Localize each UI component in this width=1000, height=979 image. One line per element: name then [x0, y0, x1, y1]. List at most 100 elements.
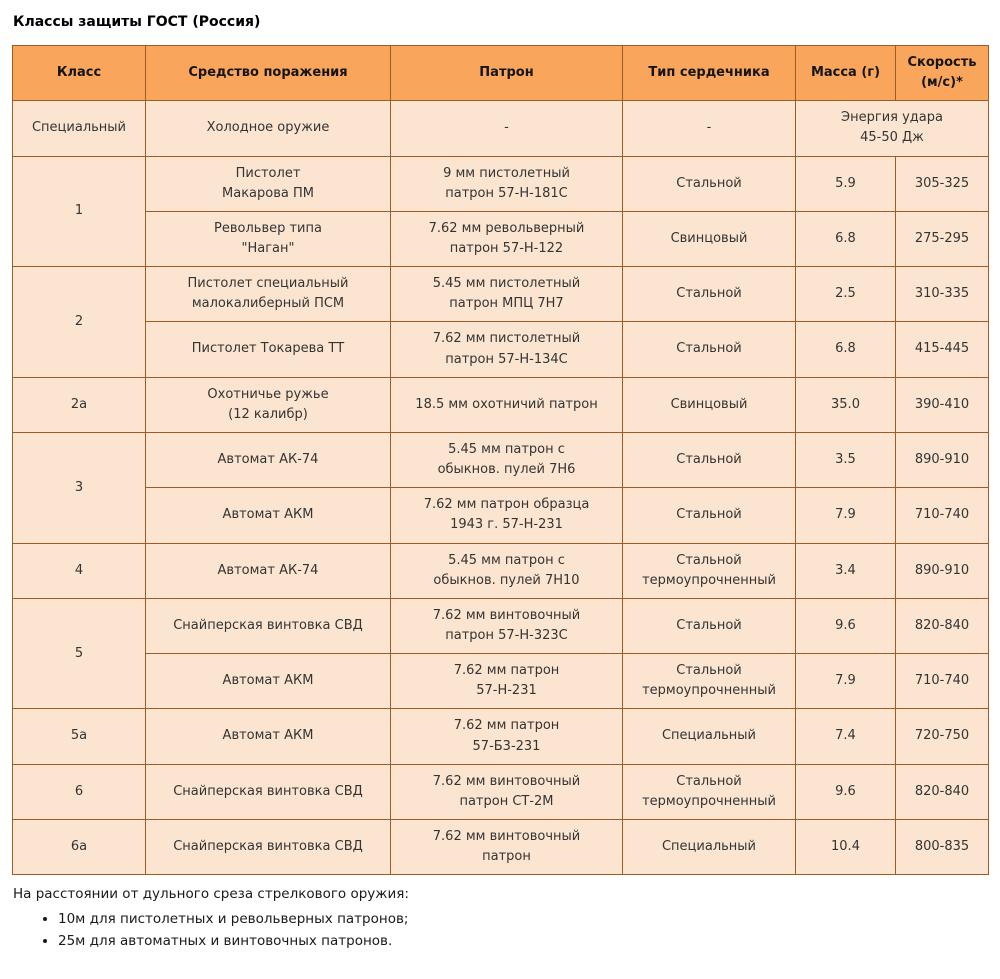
core-type-cell: Свинцовый: [622, 376, 796, 433]
speed-cell: 890-910: [895, 542, 989, 599]
table-row: Автомат АКМ 7.62 мм патрон 57-Н-231 Стальн…: [13, 653, 989, 710]
speed-cell: 275-295: [895, 210, 989, 268]
mass-cell: 35.0: [795, 376, 896, 433]
mass-cell: 9.6: [795, 763, 896, 820]
table-row: 6 Снайперская винтовка СВД 7.62 мм винтово…: [12, 763, 989, 820]
table-row: 2а Охотничье ружье (12 калибр) 18.5 мм охо…: [12, 376, 989, 433]
mass-cell: 2.5: [795, 266, 896, 323]
header-cartridge: Патрон: [390, 44, 623, 102]
weapon-cell: Пистолет специальный малокалиберный ПСМ: [145, 266, 391, 323]
speed-cell: 820-840: [895, 763, 989, 820]
cartridge-cell: 7.62 мм патрон 57-Н-231: [390, 653, 623, 710]
class-cell: 6: [12, 763, 146, 820]
cartridge-cell: 5.45 мм пистолетный патрон МПЦ 7Н7: [390, 266, 623, 323]
weapon-cell: Снайперская винтовка СВД: [145, 818, 391, 876]
mass-cell: 6.8: [795, 210, 896, 268]
energy-note-cell: Энергия удара 45-50 Дж: [795, 100, 989, 157]
mass-cell: 7.9: [795, 487, 896, 544]
header-weapon: Средство поражения: [145, 44, 391, 102]
weapon-cell: Снайперская винтовка СВД: [145, 597, 391, 655]
core-type-cell: Стальной: [622, 597, 796, 655]
weapon-cell: Снайперская винтовка СВД: [145, 763, 391, 820]
core-type-cell: Стальной термоупрочненный: [622, 542, 796, 599]
class-cell: Специальный: [12, 100, 146, 157]
header-core-type: Тип сердечника: [622, 44, 796, 102]
speed-cell: 890-910: [895, 431, 989, 489]
protection-classes-table: Класс Средство поражения Патрон Тип серд…: [12, 44, 989, 876]
weapon-cell: Автомат АК-74: [145, 431, 391, 489]
table-row: 1 Пистолет Макарова ПМ 9 мм пистолетный па…: [12, 155, 989, 268]
speed-cell: 820-840: [895, 597, 989, 655]
cartridge-cell: 7.62 мм патрон 57-Б3-231: [390, 708, 623, 765]
class-cell: 3: [12, 431, 146, 544]
cartridge-cell: 18.5 мм охотничий патрон: [390, 376, 623, 433]
speed-cell: 800-835: [895, 818, 989, 876]
mass-cell: 7.4: [795, 708, 896, 765]
class-cell: 5: [12, 597, 146, 710]
header-row: Класс Средство поражения Патрон Тип серд…: [12, 44, 989, 102]
core-type-cell: Стальной: [622, 487, 796, 544]
table-row: 5а Автомат АКМ 7.62 мм патрон 57-Б3-231 Спе…: [12, 708, 989, 765]
header-mass: Масса (г): [795, 44, 896, 102]
footnote-text: На расстоянии от дульного среза стрелков…: [13, 886, 409, 903]
speed-cell: 710-740: [895, 487, 989, 544]
core-type-cell: Стальной: [622, 266, 796, 323]
core-type-cell: Специальный: [622, 818, 796, 876]
cartridge-cell: 7.62 мм винтовочный патрон: [390, 818, 623, 876]
class-cell: 1: [12, 155, 146, 268]
class-cell: 5а: [12, 708, 146, 765]
table-row: 5 Снайперская винтовка СВД 7.62 мм винтово…: [12, 597, 989, 710]
weapon-cell: Револьвер типа "Наган": [145, 210, 391, 268]
cartridge-cell: 7.62 мм винтовочный патрон СТ-2М: [390, 763, 623, 820]
class-cell: 2а: [12, 376, 146, 433]
mass-cell: 3.4: [795, 542, 896, 599]
weapon-cell: Холодное оружие: [145, 100, 391, 157]
cartridge-cell: -: [390, 100, 623, 157]
core-type-cell: Специальный: [622, 708, 796, 765]
cartridge-cell: 7.62 мм пистолетный патрон 57-Н-134С: [390, 321, 623, 378]
speed-cell: 415-445: [895, 321, 989, 378]
speed-cell: 720-750: [895, 708, 989, 765]
table-row: 6а Снайперская винтовка СВД 7.62 мм винтов…: [12, 818, 989, 876]
table-row: Револьвер типа "Наган" 7.62 мм револьверн…: [13, 210, 989, 268]
page-title: Классы защиты ГОСТ (Россия): [13, 14, 261, 30]
cartridge-cell: 7.62 мм револьверный патрон 57-Н-122: [390, 210, 623, 268]
mass-cell: 3.5: [795, 431, 896, 489]
weapon-cell: Пистолет Макарова ПМ: [145, 155, 391, 212]
mass-cell: 10.4: [795, 818, 896, 876]
header-class: Класс: [12, 44, 146, 102]
core-type-cell: -: [622, 100, 796, 157]
weapon-cell: Автомат АК-74: [145, 542, 391, 599]
weapon-cell: Автомат АКМ: [145, 708, 391, 765]
cartridge-cell: 9 мм пистолетный патрон 57-Н-181С: [390, 155, 623, 212]
table-row: Автомат АКМ 7.62 мм патрон образца 1943 г…: [13, 487, 989, 544]
weapon-cell: Автомат АКМ: [145, 653, 391, 710]
table-row: 3 Автомат АК-74 5.45 мм патрон с обыкнов. …: [12, 431, 989, 544]
speed-cell: 305-325: [895, 155, 989, 212]
cartridge-cell: 7.62 мм патрон образца 1943 г. 57-Н-231: [390, 487, 623, 544]
core-type-cell: Стальной: [622, 431, 796, 489]
cartridge-cell: 5.45 мм патрон с обыкнов. пулей 7Н6: [390, 431, 623, 489]
core-type-cell: Стальной термоупрочненный: [622, 763, 796, 820]
speed-cell: 310-335: [895, 266, 989, 323]
weapon-cell: Пистолет Токарева ТТ: [145, 321, 391, 378]
core-type-cell: Стальной термоупрочненный: [622, 653, 796, 710]
footnote-list: 10м для пистолетных и револьверных патро…: [58, 911, 988, 949]
table-header: Класс Средство поражения Патрон Тип серд…: [12, 44, 989, 102]
footnote-list-item: 25м для автоматных и винтовочных патроно…: [58, 933, 988, 949]
mass-cell: 7.9: [795, 653, 896, 710]
cartridge-cell: 7.62 мм винтовочный патрон 57-Н-323С: [390, 597, 623, 655]
mass-cell: 9.6: [795, 597, 896, 655]
core-type-cell: Стальной: [622, 321, 796, 378]
mass-cell: 6.8: [795, 321, 896, 378]
speed-cell: 710-740: [895, 653, 989, 710]
class-cell: 6а: [12, 818, 146, 876]
table-row: Специальный Холодное оружие - - Энергия удар…: [12, 100, 989, 157]
speed-cell: 390-410: [895, 376, 989, 433]
core-type-cell: Стальной: [622, 155, 796, 212]
footnote-list-item: 10м для пистолетных и револьверных патро…: [58, 911, 988, 927]
table-body: Специальный Холодное оружие - - Энергия удар…: [12, 100, 989, 876]
core-type-cell: Свинцовый: [622, 210, 796, 268]
mass-cell: 5.9: [795, 155, 896, 212]
class-cell: 2: [12, 266, 146, 378]
